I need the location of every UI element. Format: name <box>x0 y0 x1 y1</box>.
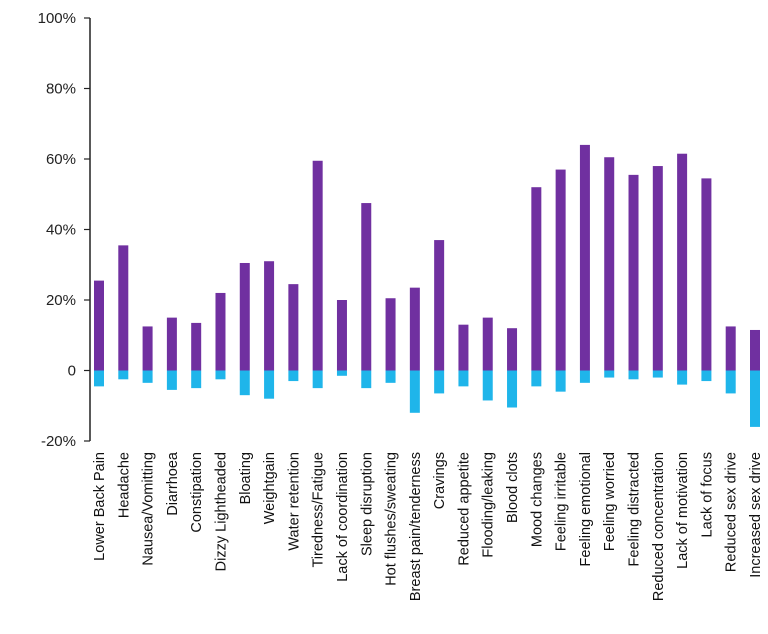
bar-negative <box>94 370 104 387</box>
bar-positive <box>555 169 566 371</box>
bar-negative <box>288 370 299 382</box>
bar-positive <box>507 328 518 371</box>
x-category-label: Sleep disruption <box>359 452 375 556</box>
x-category-label: Lack of coordination <box>335 452 351 582</box>
x-category-label: Cravings <box>432 452 448 509</box>
bars <box>94 144 760 427</box>
x-category-label: Diarrhoea <box>165 451 181 516</box>
x-category-label: Feeling worried <box>602 452 618 551</box>
bar-positive <box>142 326 153 371</box>
bar-negative <box>312 370 323 389</box>
bar-positive <box>118 245 129 371</box>
bar-negative <box>555 370 566 392</box>
x-category-label: Dizzy Lightheaded <box>213 452 229 571</box>
bar-negative <box>750 370 760 427</box>
bar-negative <box>507 370 518 408</box>
x-category-label: Nausea/Vomitting <box>141 452 157 566</box>
x-category-label: Lack of focus <box>699 452 715 537</box>
x-category-label: Headache <box>116 452 132 518</box>
bar-positive <box>94 280 104 371</box>
bar-negative <box>166 370 177 390</box>
bar-positive <box>264 261 275 371</box>
bar-positive <box>215 292 226 371</box>
y-tick-label: 80% <box>46 81 76 98</box>
bar-negative <box>264 370 275 399</box>
y-tick-label: 0 <box>68 363 76 380</box>
y-tick-label: 60% <box>46 151 76 168</box>
bar-positive <box>652 166 663 371</box>
y-tick-label: 20% <box>46 292 76 309</box>
x-category-label: Lack of motivation <box>675 452 691 569</box>
bar-positive <box>701 178 712 371</box>
x-category-label: Bloating <box>238 452 254 504</box>
bar-positive <box>336 300 347 371</box>
x-category-label: Weightgain <box>262 452 278 524</box>
x-category-label: Hot flushes/sweating <box>384 452 400 586</box>
bar-negative <box>652 370 663 378</box>
x-category-label: Lower Back Pain <box>92 452 108 561</box>
bar-positive <box>482 317 493 371</box>
y-axis: 100% 80% 60% 40% 20% 0 -20% <box>38 10 91 450</box>
bar-negative <box>118 370 129 380</box>
bar-negative <box>434 370 445 394</box>
bar-negative <box>239 370 250 396</box>
bar-negative <box>604 370 615 378</box>
bar-positive <box>288 284 299 371</box>
bar-negative <box>531 370 542 387</box>
x-category-label: Tiredness/Fatigue <box>311 452 327 568</box>
x-category-label: Reduced concentration <box>651 452 667 601</box>
bar-positive <box>385 298 396 371</box>
x-axis-labels: Lower Back Pain Headache Nausea/Vomitting D… <box>92 451 764 601</box>
bar-positive <box>409 287 420 371</box>
bar-positive <box>458 324 469 371</box>
bar-negative <box>385 370 396 383</box>
bar-negative <box>628 370 639 380</box>
bar-negative <box>458 370 469 387</box>
bar-positive <box>750 329 760 371</box>
bar-negative <box>215 370 226 380</box>
bar-positive <box>312 160 323 371</box>
bar-positive <box>361 203 372 371</box>
x-category-label: Feeling irritable <box>554 452 570 551</box>
bar-negative <box>677 370 688 385</box>
bar-negative <box>142 370 153 383</box>
x-category-label: Breast pain/tenderness <box>408 452 424 601</box>
bar-negative <box>409 370 420 413</box>
x-category-label: Feeling emotional <box>578 452 594 566</box>
bar-positive <box>434 240 445 371</box>
bar-positive <box>166 317 177 371</box>
bar-negative <box>701 370 712 382</box>
x-category-label: Reduced sex drive <box>724 452 740 572</box>
bar-negative <box>361 370 372 389</box>
x-category-label: Constipation <box>189 452 205 533</box>
y-tick-label: 40% <box>46 222 76 239</box>
y-tick-label: -20% <box>41 433 76 450</box>
bar-positive <box>191 322 202 371</box>
bar-positive <box>579 144 590 371</box>
bar-positive <box>239 262 250 371</box>
bar-negative <box>482 370 493 401</box>
x-category-label: Reduced appetite <box>456 452 472 566</box>
x-category-label: Mood changes <box>529 452 545 547</box>
x-category-label: Water retention <box>286 452 302 551</box>
bar-negative <box>191 370 202 389</box>
bar-positive <box>725 326 736 371</box>
bar-negative <box>336 370 347 376</box>
bar-positive <box>531 187 542 371</box>
bar-positive <box>677 153 688 371</box>
x-category-label: Increased sex drive <box>748 452 764 578</box>
y-tick-label: 100% <box>38 10 76 27</box>
x-category-label: Feeling distracted <box>627 452 643 566</box>
x-category-label: Blood clots <box>505 452 521 523</box>
bar-positive <box>604 157 615 371</box>
bar-positive <box>628 174 639 371</box>
bar-negative <box>579 370 590 383</box>
x-category-label: Flooding/leaking <box>481 452 497 558</box>
bar-negative <box>725 370 736 394</box>
